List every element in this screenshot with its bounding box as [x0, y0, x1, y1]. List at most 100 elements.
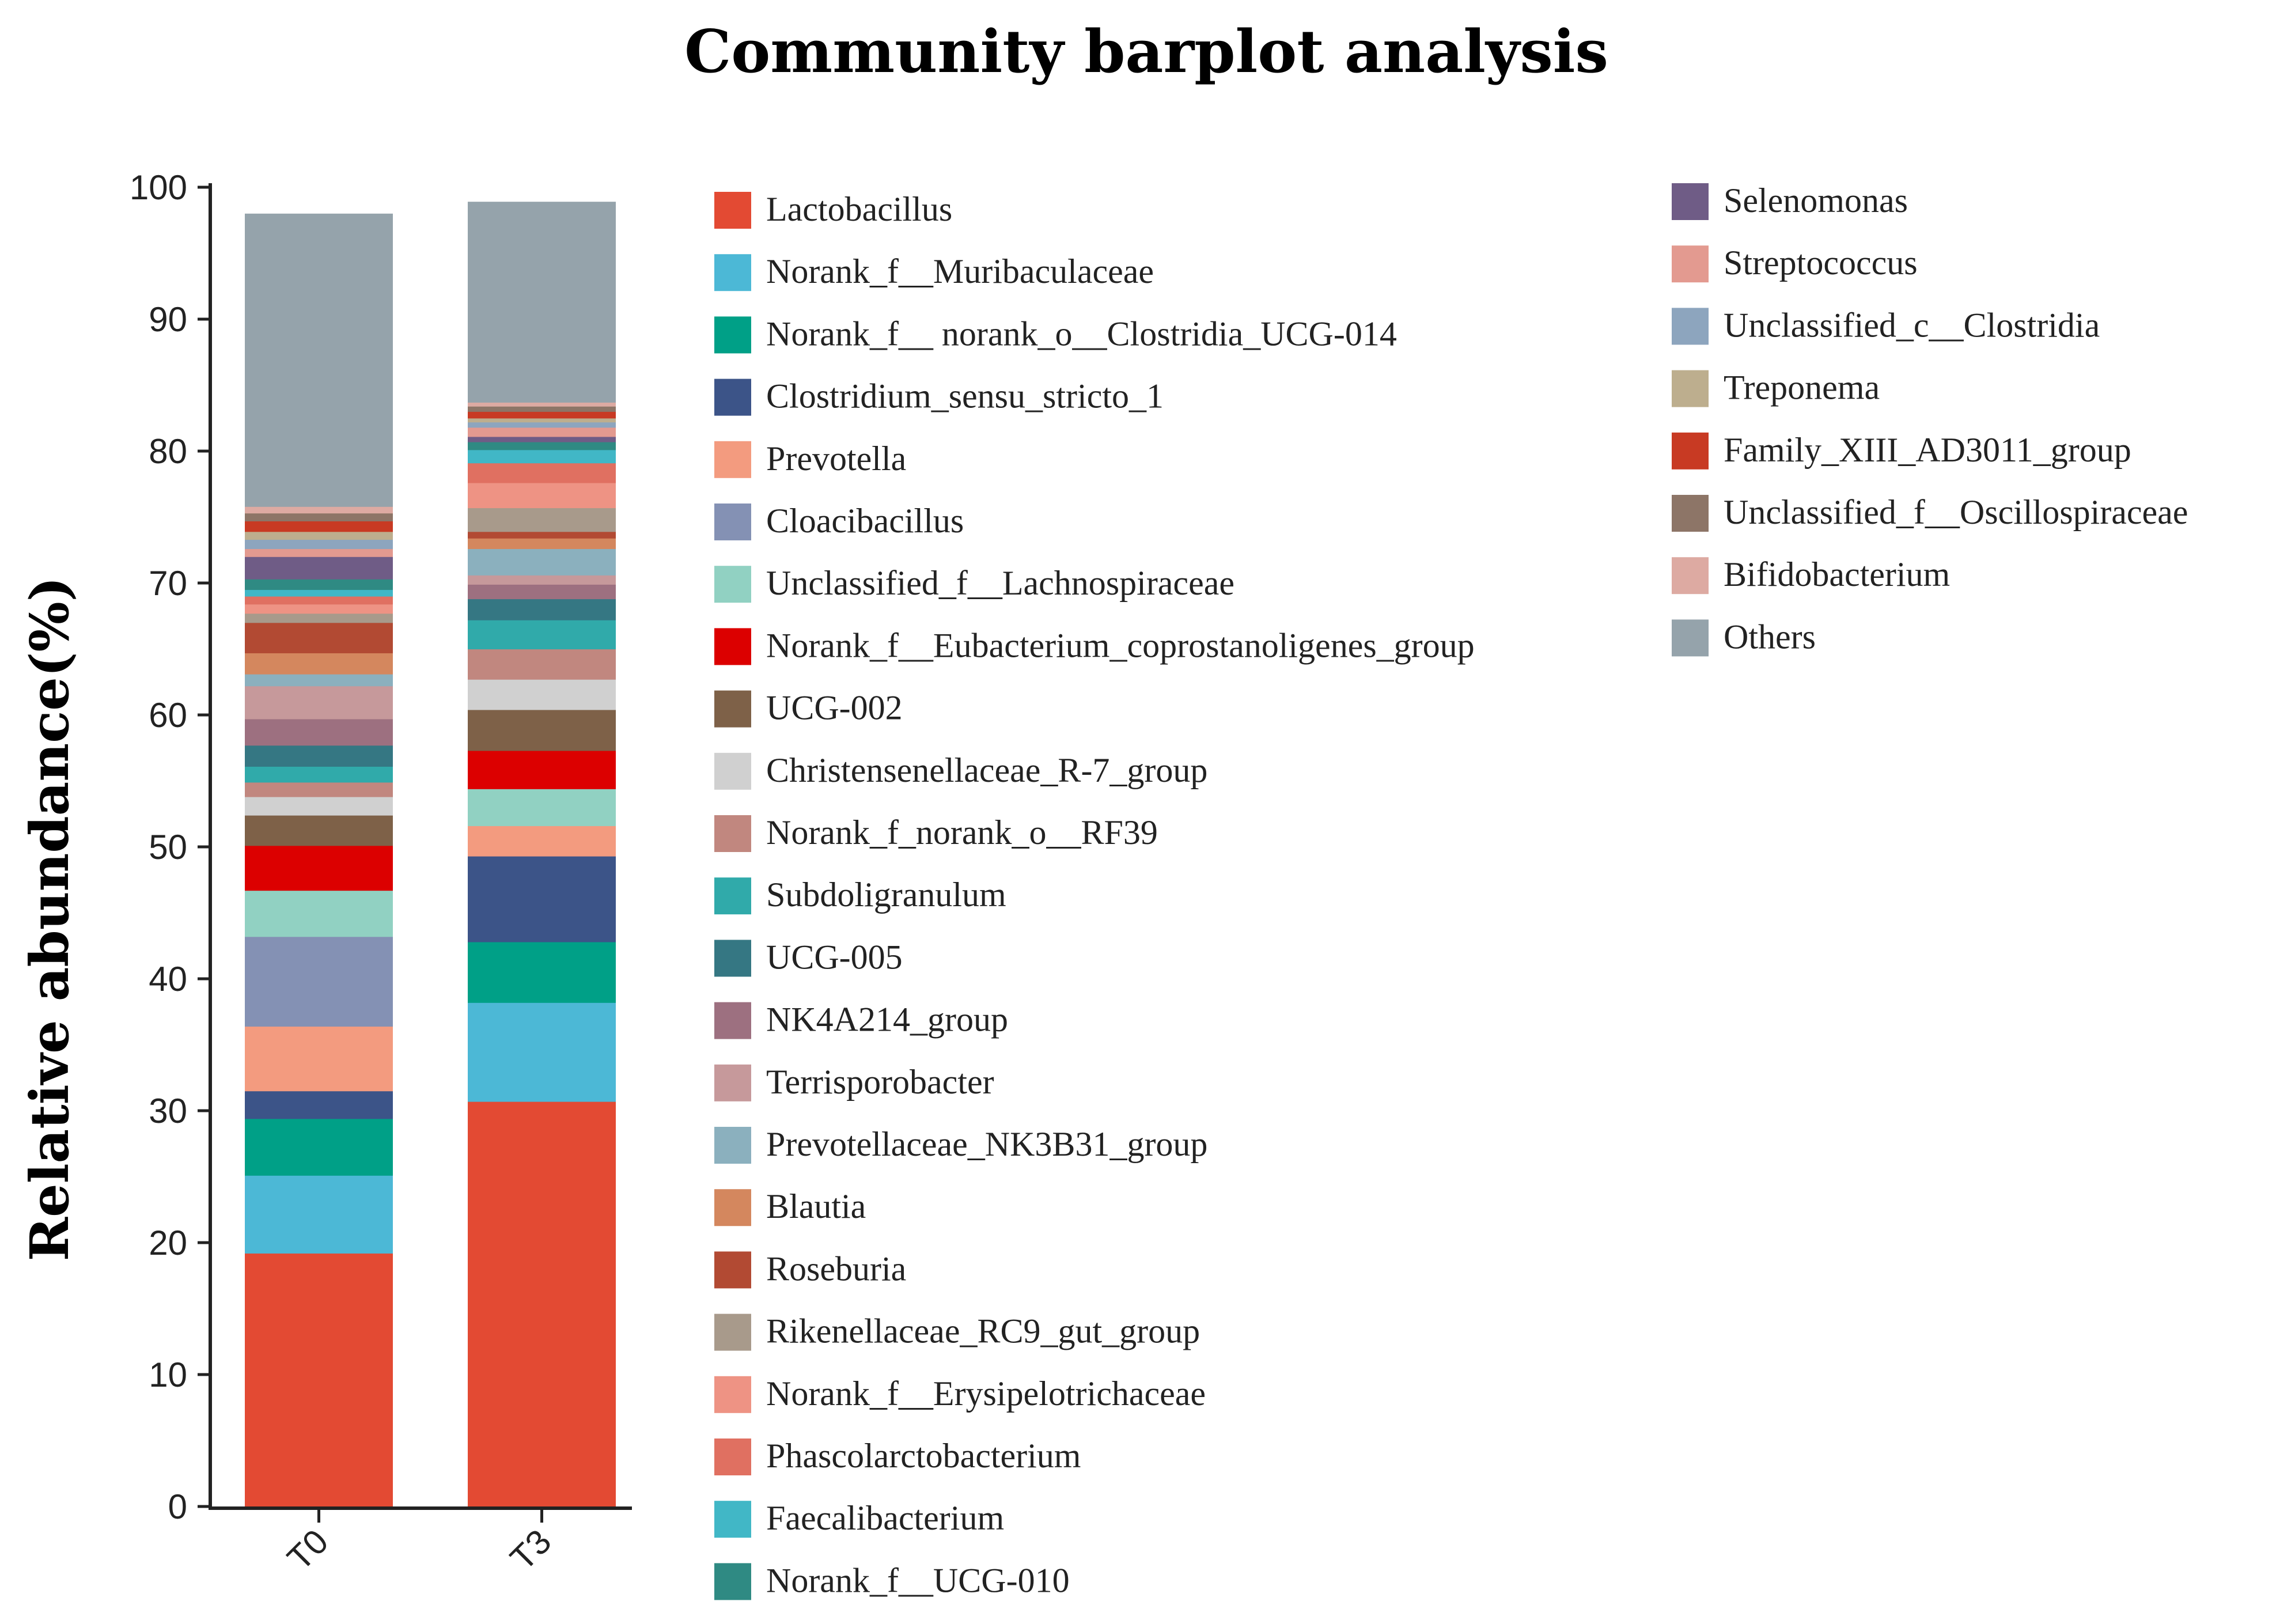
- x-axis-tick-labels: T0 T3: [280, 1508, 559, 1578]
- y-tick-label: 10: [149, 1356, 187, 1394]
- legend-label: Terrisporobacter: [766, 1063, 994, 1101]
- legend-label: UCG-002: [766, 689, 903, 727]
- bar-segment: [468, 789, 616, 826]
- bar-segment: [468, 449, 616, 464]
- bar-segment: [468, 482, 616, 509]
- legend-swatch: [714, 441, 751, 478]
- legend-swatch: [1672, 619, 1709, 657]
- legend-label: Unclassified_f__Oscillospiraceae: [1724, 493, 2188, 531]
- bar-segment: [468, 1002, 616, 1102]
- y-axis-ticks: 0 10 20 30 40 50 60 70 80 90 100: [130, 168, 210, 1526]
- legend-label: UCG-005: [766, 938, 903, 976]
- legend-swatch: [714, 504, 751, 540]
- bar-segment: [468, 941, 616, 1003]
- bar-segment: [245, 845, 393, 891]
- legend-label: Others: [1724, 618, 1816, 656]
- legend-swatch: [714, 378, 751, 416]
- legend-swatch: [714, 254, 751, 292]
- y-tick-label: 20: [149, 1224, 187, 1262]
- bar-segment: [245, 1253, 393, 1507]
- bar-segment: [245, 1175, 393, 1254]
- legend-label: Norank_f__Eubacterium_coprostanoligenes_…: [766, 626, 1475, 664]
- bar-segment: [245, 613, 393, 623]
- bar-segment: [468, 599, 616, 620]
- y-tick-label: 80: [149, 432, 187, 471]
- legend-label: Norank_f__Muribaculaceae: [766, 252, 1154, 290]
- bar-segment: [468, 402, 616, 407]
- legend-swatch: [714, 566, 751, 603]
- bar-segment: [468, 649, 616, 680]
- bar-segment: [245, 521, 393, 532]
- bar-segment: [468, 508, 616, 532]
- y-tick-label: 0: [168, 1487, 187, 1526]
- legend-label: Phascolarctobacterium: [766, 1437, 1081, 1475]
- legend-label: Rikenellaceae_RC9_gut_group: [766, 1312, 1200, 1350]
- bar-segment: [245, 513, 393, 521]
- bar-segment: [468, 441, 616, 451]
- legend-label: Unclassified_c__Clostridia: [1724, 306, 2100, 344]
- legend-swatch: [714, 1438, 751, 1475]
- bar-segment: [245, 506, 393, 514]
- legend: Lactobacillus Norank_f__Muribaculaceae Nor…: [714, 181, 2188, 1600]
- legend-swatch: [714, 1313, 751, 1351]
- legend-swatch: [1672, 495, 1709, 532]
- legend-swatch: [1672, 245, 1709, 283]
- bar-segment: [245, 686, 393, 720]
- legend-label: Norank_f__UCG-010: [766, 1561, 1070, 1599]
- legend-label: Faecalibacterium: [766, 1499, 1004, 1537]
- legend-label: Clostridium_sensu_stricto_1: [766, 377, 1164, 415]
- bar-segment: [468, 709, 616, 751]
- bar-segment: [468, 427, 616, 437]
- legend-swatch: [1672, 370, 1709, 407]
- legend-label: Norank_f__Erysipelotrichaceae: [766, 1375, 1206, 1413]
- bar-segment: [245, 1091, 393, 1119]
- legend-label: Prevotellaceae_NK3B31_group: [766, 1125, 1207, 1163]
- bar-segment: [468, 418, 616, 423]
- legend-label: Treponema: [1724, 369, 1880, 407]
- bar-segment: [245, 589, 393, 597]
- bar-segment: [245, 596, 393, 605]
- legend-swatch: [714, 1064, 751, 1101]
- bar-segment: [468, 575, 616, 585]
- bar-segment: [245, 674, 393, 687]
- legend-swatch: [714, 690, 751, 728]
- y-tick-label: 30: [149, 1092, 187, 1130]
- bar-segment: [245, 796, 393, 816]
- x-tick-label: T0: [280, 1522, 336, 1578]
- legend-swatch: [714, 628, 751, 665]
- bar-segment: [245, 718, 393, 746]
- bar-segment: [468, 620, 616, 650]
- legend-label: Prevotella: [766, 440, 906, 478]
- bar-segment: [245, 782, 393, 797]
- stacked-bars: [245, 202, 616, 1507]
- legend-label: Bifidobacterium: [1724, 555, 1950, 593]
- y-tick-label: 40: [149, 960, 187, 998]
- bar-segment: [468, 411, 616, 419]
- chart-title: Community barplot analysis: [684, 17, 1608, 86]
- legend-label: Blautia: [766, 1187, 866, 1225]
- legend-swatch: [1672, 308, 1709, 345]
- bar-segment: [468, 202, 616, 403]
- bar-segment: [245, 604, 393, 614]
- bar-segment: [245, 936, 393, 1027]
- bar-segment: [468, 538, 616, 550]
- x-tick-label: T3: [503, 1522, 559, 1578]
- legend-swatch: [714, 1376, 751, 1413]
- bar-segment: [245, 1118, 393, 1176]
- legend-swatch: [714, 1251, 751, 1289]
- legend-label: Unclassified_f__Lachnospiraceae: [766, 564, 1234, 602]
- legend-swatch: [714, 1501, 751, 1538]
- bar-segment: [245, 557, 393, 580]
- legend-label: NK4A214_group: [766, 1001, 1008, 1039]
- bar-segment: [468, 436, 616, 442]
- bar-segment: [468, 406, 616, 412]
- legend-label: Cloacibacillus: [766, 502, 964, 540]
- axes: [209, 183, 632, 1510]
- legend-label: Norank_f_norank_o__RF39: [766, 813, 1158, 851]
- legend-swatch: [714, 192, 751, 229]
- legend-label: Selenomonas: [1724, 181, 1908, 219]
- bar-segment: [468, 531, 616, 539]
- legend-swatch: [1672, 557, 1709, 595]
- bar-segment: [245, 548, 393, 557]
